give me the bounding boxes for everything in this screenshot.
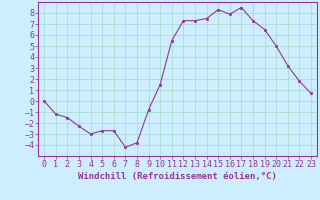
X-axis label: Windchill (Refroidissement éolien,°C): Windchill (Refroidissement éolien,°C) xyxy=(78,172,277,181)
